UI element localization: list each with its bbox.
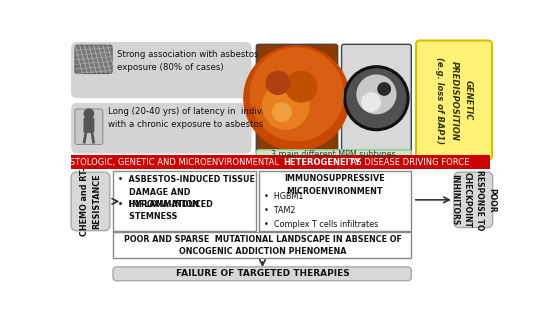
FancyBboxPatch shape [75, 109, 103, 144]
Bar [113, 232, 411, 259]
FancyBboxPatch shape [71, 103, 252, 154]
Circle shape [344, 66, 409, 131]
Text: Strong association with asbestos
exposure (80% of cases): Strong association with asbestos exposur… [117, 51, 258, 72]
Circle shape [347, 69, 406, 128]
Text: HISTOLOGIC, GENETIC AND MICROENVIRONMENTAL: HISTOLOGIC, GENETIC AND MICROENVIRONMENT… [61, 158, 282, 167]
Circle shape [84, 109, 94, 118]
Text: FAILURE OF TARGETED THERAPIES: FAILURE OF TARGETED THERAPIES [175, 269, 349, 278]
Circle shape [273, 103, 291, 121]
FancyBboxPatch shape [75, 45, 112, 73]
Text: POOR
RESPONSE TO
CHECKPOINT
INHINITORS: POOR RESPONSE TO CHECKPOINT INHINITORS [450, 170, 497, 230]
FancyBboxPatch shape [84, 117, 95, 133]
Text: HETEROGENEITY: HETEROGENEITY [283, 158, 361, 167]
Circle shape [357, 75, 396, 114]
Circle shape [362, 93, 380, 111]
Text: GENETIC
PREDISPOSITION
(e.g. loss of BAP1): GENETIC PREDISPOSITION (e.g. loss of BAP… [435, 57, 473, 144]
FancyBboxPatch shape [71, 42, 252, 98]
FancyBboxPatch shape [113, 267, 411, 281]
Circle shape [250, 48, 343, 141]
Text: •  ASBESTOS-INDUCED TISSUE
    DAMAGE AND
    INFLAMMATION: • ASBESTOS-INDUCED TISSUE DAMAGE AND INF… [118, 175, 255, 209]
FancyBboxPatch shape [71, 172, 110, 231]
FancyBboxPatch shape [256, 150, 411, 160]
FancyBboxPatch shape [256, 44, 338, 154]
FancyBboxPatch shape [454, 172, 493, 228]
Text: POOR AND SPARSE  MUTATIONAL LANDSCAPE IN ABSENCE OF
ONCOGENIC ADDICTION PHENOMEN: POOR AND SPARSE MUTATIONAL LANDSCAPE IN … [124, 235, 402, 256]
Bar [71, 155, 490, 169]
FancyBboxPatch shape [416, 40, 492, 160]
Text: •  HGBM1
•  TAM2
•  Complex T cells infiltrates: • HGBM1 • TAM2 • Complex T cells infiltr… [264, 192, 378, 229]
Text: CHEMO and RT-
RESISTANCE: CHEMO and RT- RESISTANCE [80, 167, 101, 236]
Circle shape [286, 71, 317, 102]
Text: •  HYPOXIA-INDUCED
    STEMNESS: • HYPOXIA-INDUCED STEMNESS [118, 200, 212, 221]
Bar [113, 170, 256, 231]
Circle shape [244, 46, 349, 151]
Circle shape [378, 83, 390, 95]
Text: 3 main different MPM subtypes: 3 main different MPM subtypes [272, 150, 396, 159]
Text: AS DISEASE DRIVING FORCE: AS DISEASE DRIVING FORCE [348, 158, 469, 167]
Bar [258, 170, 411, 231]
Circle shape [262, 83, 309, 129]
Text: Long (20-40 yrs) of latency in  individuals
with a chronic exposure to asbestos: Long (20-40 yrs) of latency in individua… [107, 107, 287, 129]
Text: IMMUNOSUPPRESSIVE
MICROENVIRONMENT: IMMUNOSUPPRESSIVE MICROENVIRONMENT [284, 175, 385, 196]
Circle shape [266, 71, 290, 94]
FancyBboxPatch shape [342, 44, 411, 154]
